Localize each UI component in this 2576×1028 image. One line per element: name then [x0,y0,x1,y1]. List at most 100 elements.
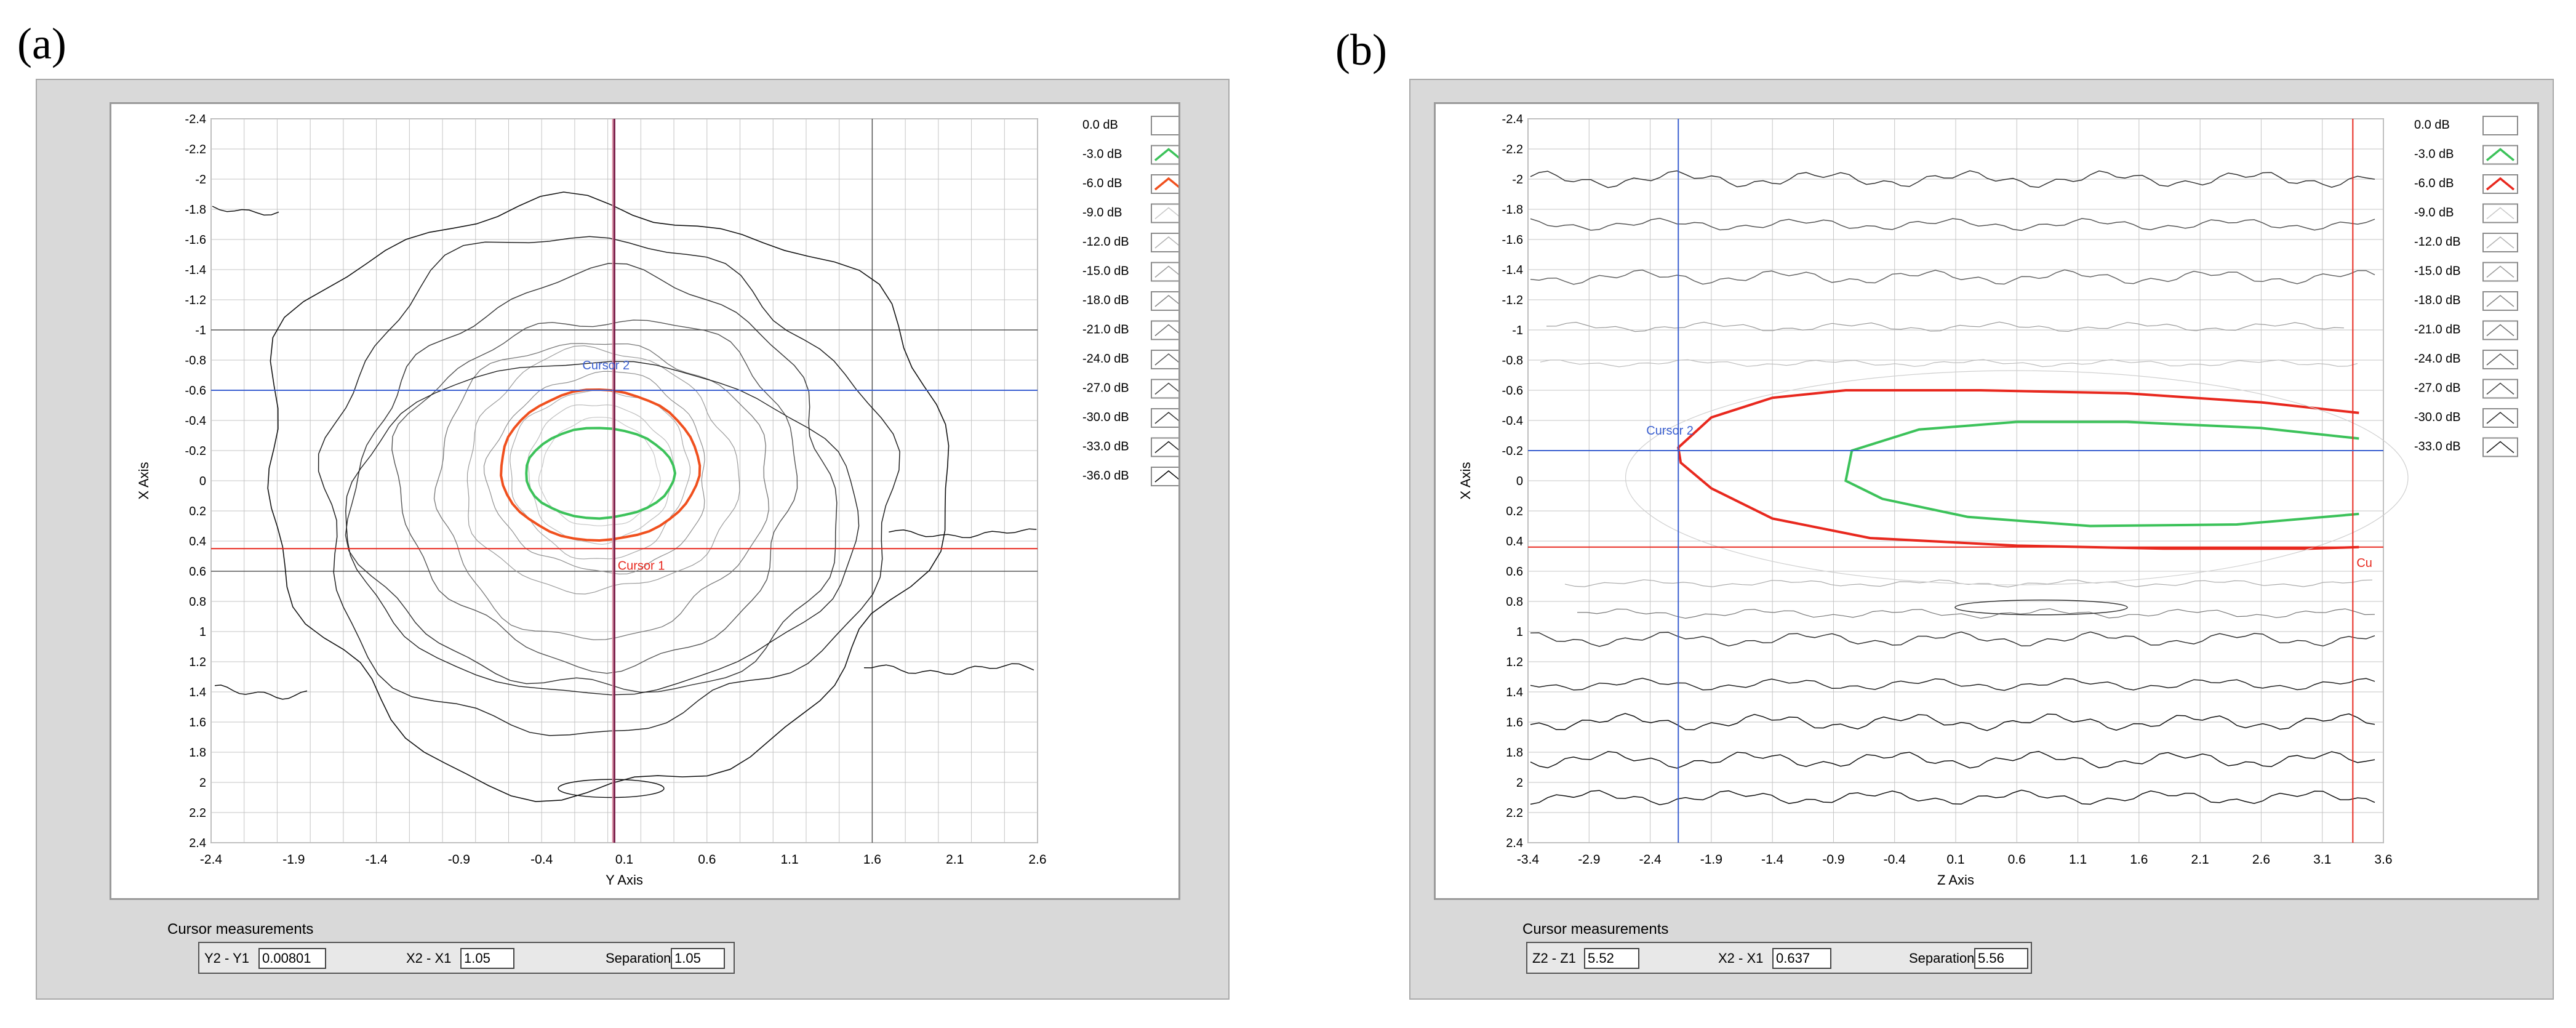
x-tick-label: 3.1 [2313,853,2331,867]
x-tick-label: -0.4 [1884,853,1906,867]
legend-swatch [1151,262,1186,282]
legend-line [1154,470,1183,483]
measurement-value[interactable]: 5.52 [1584,948,1639,969]
legend-label: -9.0 dB [1082,206,1122,220]
legend-label: -3.0 dB [1082,148,1122,161]
legend-line [1154,382,1183,395]
y-tick-label: 2.4 [1506,837,1523,850]
x-tick-label: 3.6 [2374,853,2392,867]
legend-label: -15.0 dB [1082,265,1129,278]
legend-swatch [1151,233,1186,252]
x-tick-label: -2.4 [200,853,223,867]
measurement-value[interactable]: 0.637 [1772,948,1831,969]
x-tick-label: -0.9 [448,853,470,867]
x-tick-label: 2.6 [1028,853,1046,867]
y-tick-label: 1.2 [1506,656,1523,669]
legend-swatch [2482,437,2518,457]
x-tick-label: -1.4 [1761,853,1784,867]
contour-line [1530,678,2375,691]
legend-line [2486,265,2514,278]
legend-swatch [2482,233,2518,252]
legend-label: -12.0 dB [1082,235,1129,249]
legend-label: -15.0 dB [2414,265,2461,278]
panel-b: -3.4 -2.9 -2.4 -1.9 -1.4 -0.9 -0.4 0.1 0.6 1.1 1.6… [1409,79,2554,1000]
contour-line [1530,217,2375,231]
measurement-label: Separation [606,950,671,966]
contour-line [1577,608,2375,619]
contour-line [1546,321,2345,332]
measurement-label: Separation [1909,950,1975,966]
cursor-1-label: Cu [2356,556,2372,570]
legend-line [2486,207,2514,220]
legend-label: -6.0 dB [1082,177,1122,190]
y-tick-label: 1 [199,625,206,639]
y-tick-label: 0.6 [1506,565,1523,579]
legend-label: -24.0 dB [1082,352,1129,366]
contour-minus-3db [1844,420,2359,528]
y-tick-label: -0.4 [1502,414,1523,428]
y-tick-label: -1.4 [1502,263,1523,277]
y-tick-label: 2.2 [1506,806,1523,820]
x-tick-label: -1.9 [282,853,305,867]
x-tick-label: -3.4 [1517,853,1540,867]
y-tick-label: -2 [195,173,206,187]
legend-label: -27.0 dB [2414,382,2461,395]
legend-swatch [1151,379,1186,399]
x-tick-label: 1.1 [780,853,798,867]
y-tick-label: 0.8 [189,595,206,609]
y-tick-label: 1.8 [189,746,206,760]
x-tick-label: -2.9 [1578,853,1600,867]
y-tick-label: -0.2 [1502,444,1523,458]
legend-label: -33.0 dB [2414,440,2461,454]
legend-label: -3.0 dB [2414,148,2454,161]
contour-line [863,663,1034,675]
contour-line [1530,170,2375,188]
legend-swatch [2482,116,2518,135]
panel-label-a: (a) [17,19,66,68]
contour-plot-b[interactable]: -3.4 -2.9 -2.4 -1.9 -1.4 -0.9 -0.4 0.1 0.6 1.1 1.6… [1436,104,2537,898]
legend-label: 0.0 dB [1082,118,1118,132]
y-tick-label: -0.4 [185,414,206,428]
contour-line [1625,370,2409,585]
x-tick-label: -1.4 [366,853,388,867]
legend-line [2486,441,2514,454]
legend-line [2486,295,2514,307]
y-tick-label: -2.2 [185,143,206,156]
y-tick-label: -2.2 [1502,143,1523,156]
y-tick-label: -2 [1512,173,1523,187]
x-axis-title: Z Axis [1937,872,1974,888]
measurement-value[interactable]: 5.56 [1974,948,2028,969]
measurement-label: X2 - X1 [1718,950,1764,966]
y-tick-label: 0.6 [189,565,206,579]
legend-swatch [1151,437,1186,457]
contour-plot-a[interactable]: -2.4 -1.9 -1.4 -0.9 -0.4 0.1 0.6 1.1 1.6 2.1 2.6 -2… [111,104,1186,898]
cursor-measurements-a: Y2 - Y1 0.00801 X2 - X1 1.05 Separation … [198,942,735,974]
measurement-label: Z2 - Z1 [1532,950,1576,966]
legend-swatch [2482,320,2518,340]
cursor-measurements-title-b: Cursor measurements [1522,921,1669,938]
contour-line [558,779,665,798]
contour-line [1540,359,2358,367]
legend-swatch [1151,203,1186,223]
legend-label: -24.0 dB [2414,352,2461,366]
legend-label: -6.0 dB [2414,177,2454,190]
y-tick-label: -1 [195,324,206,337]
legend-label: -9.0 dB [2414,206,2454,220]
x-tick-label: 1.1 [2069,853,2087,867]
contour-line [345,263,838,693]
legend-line [1154,353,1183,366]
legend-line [2486,412,2514,424]
legend-line [1154,295,1183,307]
measurement-value[interactable]: 1.05 [671,948,725,969]
y-tick-label: 2 [199,776,206,790]
contour-minus-6db [500,388,702,542]
measurement-value[interactable]: 1.05 [460,948,514,969]
y-tick-label: -1.2 [185,294,206,307]
y-tick-label: 0.8 [1506,595,1523,609]
y-tick-label: -0.2 [185,444,206,458]
legend-line [2486,177,2515,191]
y-tick-label: -0.8 [1502,354,1523,367]
measurement-value[interactable]: 0.00801 [258,948,326,969]
legend-label: -18.0 dB [2414,294,2461,307]
y-tick-label: -1.4 [185,263,206,277]
